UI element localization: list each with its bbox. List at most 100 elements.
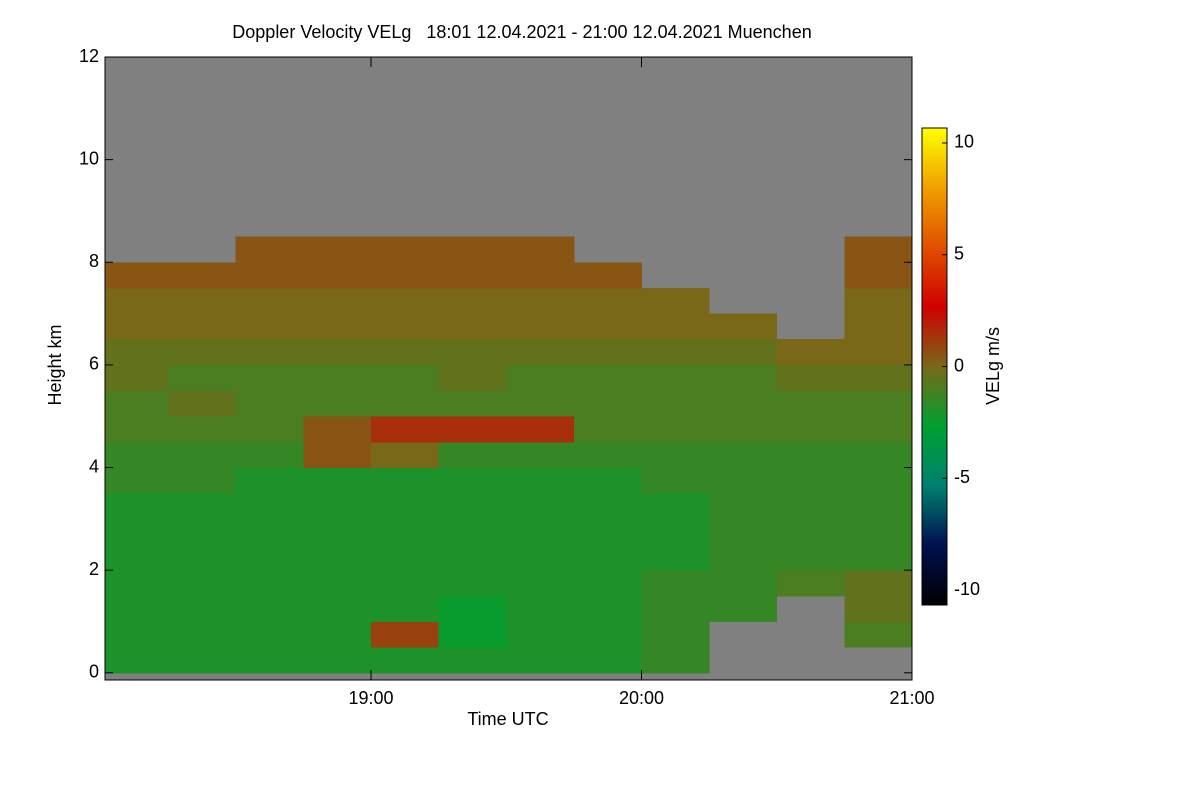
heatmap-cell	[168, 390, 237, 417]
heatmap-cell	[506, 313, 575, 340]
heatmap-cell	[506, 570, 575, 597]
heatmap-cell	[438, 647, 507, 674]
heatmap-cell	[776, 570, 845, 597]
heatmap-cell	[641, 518, 710, 546]
heatmap-cell	[303, 570, 372, 597]
heatmap-cell	[573, 518, 642, 546]
heatmap-cell	[303, 493, 372, 520]
heatmap-cell	[370, 339, 440, 366]
heatmap-cell	[573, 467, 642, 494]
heatmap-cell	[303, 287, 372, 315]
heatmap-cell	[506, 287, 575, 315]
heatmap-cell	[573, 441, 642, 469]
heatmap-cell	[844, 390, 912, 417]
heatmap-cell	[303, 544, 372, 571]
x-tick-label: 20:00	[619, 688, 664, 708]
heatmap-cell	[776, 518, 845, 546]
heatmap-cell	[235, 544, 304, 571]
heatmap-cell	[641, 621, 710, 648]
heatmap-cell	[709, 518, 778, 546]
heatmap-cell	[303, 621, 372, 648]
heatmap-cell	[303, 390, 372, 417]
heatmap-cell	[641, 493, 710, 520]
heatmap-cell	[709, 493, 778, 520]
y-tick-label: 8	[89, 251, 99, 271]
heatmap-cell	[168, 647, 237, 674]
heatmap-cell	[573, 287, 642, 315]
heatmap-cell	[506, 518, 575, 546]
heatmap-cell	[844, 236, 912, 263]
heatmap-cell	[105, 467, 169, 494]
heatmap-cell	[573, 313, 642, 340]
heatmap-cell	[573, 339, 642, 366]
heatmap-cell	[438, 493, 507, 520]
heatmap-cell	[709, 390, 778, 417]
heatmap-cell	[303, 441, 372, 469]
heatmap-cell	[709, 364, 778, 392]
heatmap-cell	[573, 390, 642, 417]
heatmap-cell	[168, 518, 237, 546]
heatmap-cell	[844, 364, 912, 392]
heatmap-cell	[370, 595, 440, 622]
heatmap-cell	[844, 262, 912, 289]
heatmap-cell	[641, 570, 710, 597]
heatmap-cell	[844, 339, 912, 366]
heatmap-cell	[641, 313, 710, 340]
heatmap-cell	[235, 364, 304, 392]
heatmap-cell	[573, 262, 642, 289]
heatmap-cell	[303, 467, 372, 494]
heatmap-cell	[105, 313, 169, 340]
heatmap-cell	[105, 416, 169, 443]
x-tick-label: 21:00	[889, 688, 934, 708]
heatmap-cell	[235, 621, 304, 648]
y-tick-label: 0	[89, 662, 99, 682]
y-tick-label: 4	[89, 456, 99, 476]
heatmap-cell	[438, 467, 507, 494]
heatmap-cell	[506, 441, 575, 469]
heatmap-cell	[709, 441, 778, 469]
heatmap-cell	[641, 441, 710, 469]
heatmap-cell	[370, 441, 440, 469]
heatmap-cell	[641, 364, 710, 392]
heatmap-cell	[438, 313, 507, 340]
heatmap-cell	[168, 621, 237, 648]
heatmap-cell	[438, 339, 507, 366]
heatmap-cell	[438, 570, 507, 597]
heatmap-cell	[776, 493, 845, 520]
heatmap-cell	[506, 621, 575, 648]
heatmap-cell	[235, 339, 304, 366]
heatmap-cell	[641, 339, 710, 366]
heatmap-cell	[235, 595, 304, 622]
heatmap-cell	[844, 313, 912, 340]
heatmap-cell	[168, 570, 237, 597]
heatmap-cell	[709, 595, 778, 622]
heatmap-cell	[506, 390, 575, 417]
heatmap-cell	[844, 544, 912, 571]
heatmap-cell	[168, 364, 237, 392]
heatmap-cell	[438, 390, 507, 417]
heatmap-cell	[709, 416, 778, 443]
plot-area	[105, 57, 912, 680]
heatmap-cell	[235, 467, 304, 494]
heatmap-cell	[844, 595, 912, 622]
heatmap-cell	[844, 441, 912, 469]
heatmap-cell	[370, 416, 440, 443]
heatmap-cell	[506, 467, 575, 494]
heatmap-cell	[573, 647, 642, 674]
heatmap-cell	[844, 570, 912, 597]
heatmap-cell	[105, 262, 169, 289]
heatmap-cell	[303, 339, 372, 366]
heatmap-cell	[844, 493, 912, 520]
heatmap-cell	[506, 493, 575, 520]
heatmap-cell	[370, 467, 440, 494]
heatmap-cell	[776, 467, 845, 494]
heatmap-cell	[303, 595, 372, 622]
heatmap-cell	[844, 518, 912, 546]
heatmap-cell	[844, 467, 912, 494]
heatmap-cell	[776, 544, 845, 571]
y-tick-label: 12	[79, 46, 99, 66]
heatmap-cell	[370, 493, 440, 520]
heatmap-cell	[438, 236, 507, 263]
heatmap-cell	[506, 416, 575, 443]
heatmap-cell	[573, 595, 642, 622]
